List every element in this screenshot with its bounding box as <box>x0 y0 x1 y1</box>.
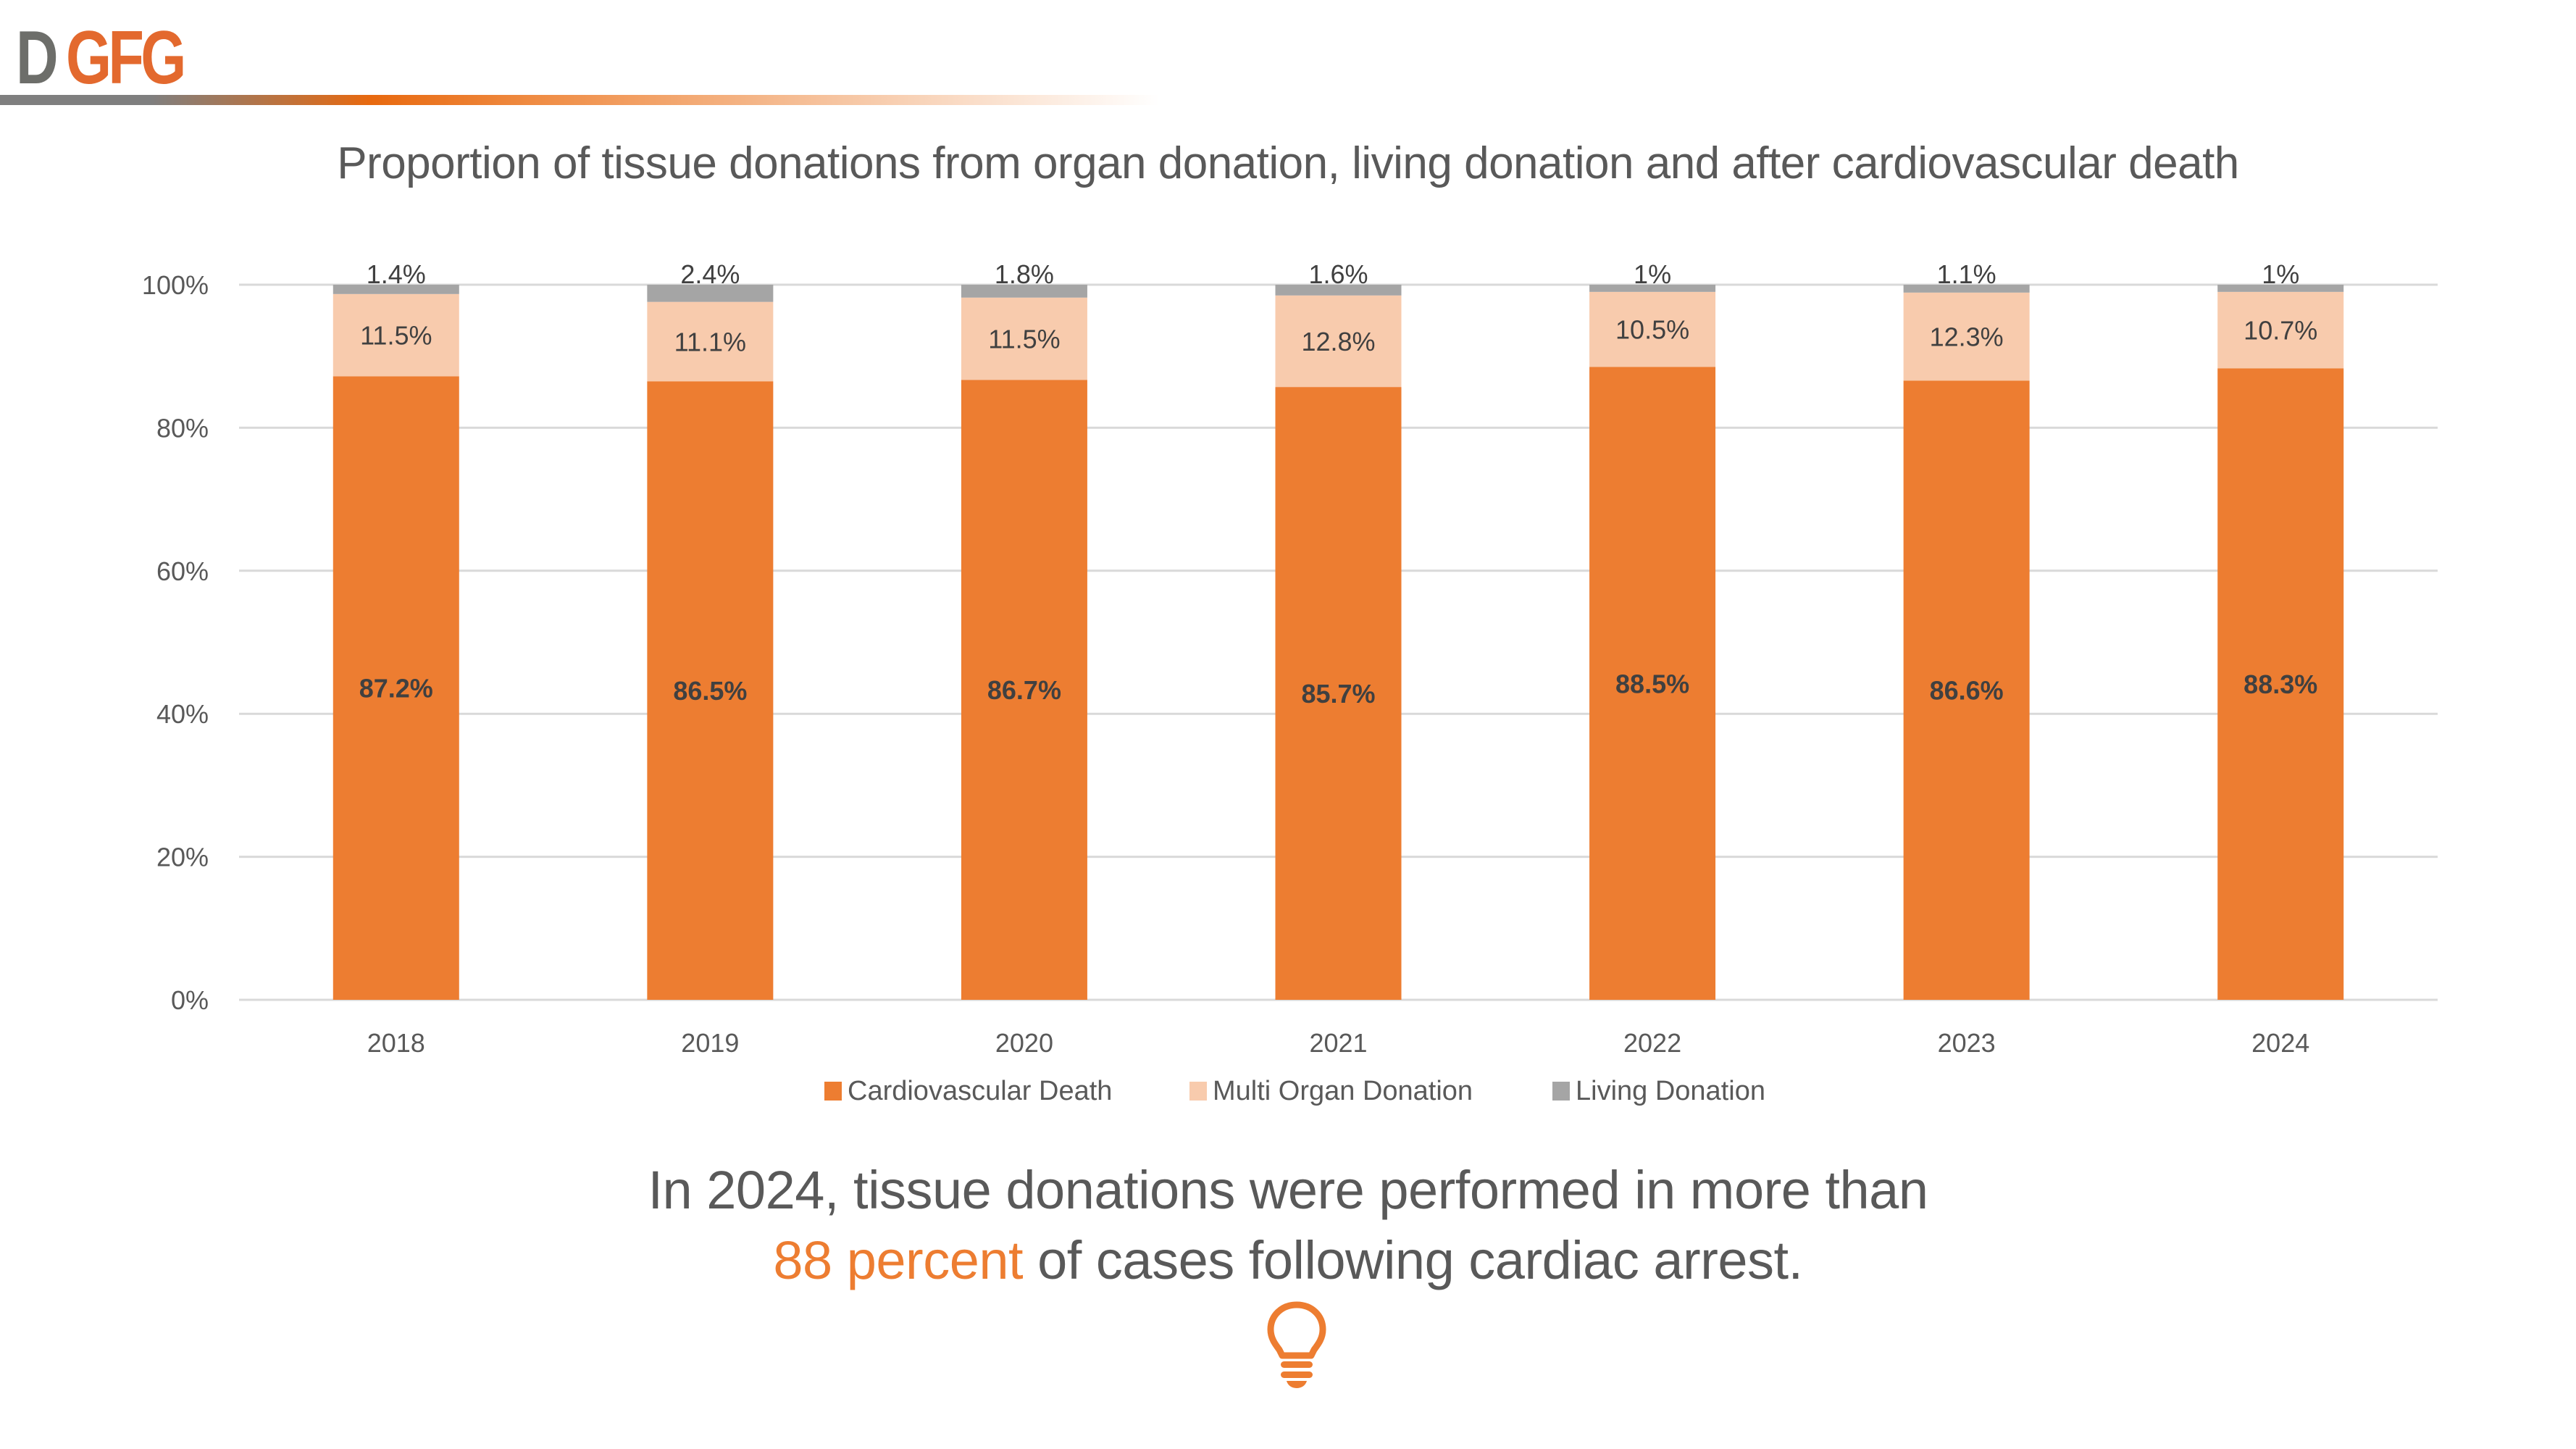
lightbulb-icon <box>1267 1301 1326 1388</box>
x-tick-label: 2023 <box>1938 1028 1996 1058</box>
bar-segment-multi-organ-donation <box>647 301 774 382</box>
data-label: 1.1% <box>1937 259 1996 289</box>
legend-label: Multi Organ Donation <box>1213 1076 1473 1106</box>
data-label: 1.6% <box>1308 259 1368 289</box>
bar-segment-cardiovascular-death <box>1903 380 2030 1000</box>
data-label: 85.7% <box>1301 679 1375 709</box>
bar-segment-cardiovascular-death <box>2217 368 2344 1000</box>
bar-segment-multi-organ-donation <box>333 293 459 377</box>
data-label: 10.7% <box>2243 316 2317 346</box>
bar-segment-multi-organ-donation <box>1275 295 1402 388</box>
data-label: 88.3% <box>2243 669 2317 699</box>
takeaway-line-1: In 2024, tissue donations were performed… <box>648 1160 1929 1220</box>
data-label: 11.5% <box>360 321 432 351</box>
data-label: 1% <box>1634 259 1671 289</box>
data-labels: 87.2% 11.5% 1.4% 86.5% 11.1% 2.4% 86.7% 11.5% 1.… <box>359 259 2318 709</box>
x-axis-tick-labels: 2018 2019 2020 2021 2022 2023 2024 <box>367 1028 2310 1058</box>
dgfg-logo: D GFG <box>16 16 216 100</box>
data-label: 12.3% <box>1930 322 2004 352</box>
data-label: 86.5% <box>673 676 747 706</box>
x-tick-label: 2024 <box>2251 1028 2309 1058</box>
bar-segment-multi-organ-donation <box>2217 291 2344 369</box>
bar-segment-cardiovascular-death <box>647 381 774 1000</box>
bar-segment-living-donation <box>1589 285 1716 292</box>
legend-swatch <box>1189 1082 1207 1101</box>
header-gradient-stripe <box>0 95 1159 105</box>
data-label: 88.5% <box>1615 669 1689 698</box>
data-label: 10.5% <box>1615 315 1689 345</box>
bar-segment-living-donation <box>2217 285 2344 292</box>
stacked-bar-chart: 0% 20% 40% 60% 80% 100% 87.2% 11.5% 1.4% 86.5% 11… <box>142 259 2438 1106</box>
takeaway-highlight: 88 percent <box>773 1230 1024 1290</box>
bar-segment-living-donation <box>647 285 774 302</box>
bar-segment-living-donation <box>1903 285 2030 293</box>
data-label: 12.8% <box>1301 327 1375 356</box>
bar-segment-cardiovascular-death <box>1275 387 1402 1000</box>
x-tick-label: 2021 <box>1309 1028 1367 1058</box>
bar-segment-living-donation <box>1275 285 1402 296</box>
bars <box>333 285 2344 1000</box>
x-tick-label: 2019 <box>681 1028 739 1058</box>
logo-letter-d: D <box>16 16 59 100</box>
data-label: 86.6% <box>1930 676 2004 706</box>
takeaway-rest: of cases following cardiac arrest. <box>1023 1230 1803 1290</box>
bar-segment-multi-organ-donation <box>961 297 1087 380</box>
data-label: 87.2% <box>359 674 433 703</box>
bar-segment-cardiovascular-death <box>1589 367 1716 1000</box>
data-label: 11.5% <box>988 325 1060 354</box>
y-tick-label: 100% <box>142 270 209 300</box>
y-tick-label: 20% <box>156 843 209 872</box>
y-tick-label: 60% <box>156 556 209 586</box>
legend-label: Cardiovascular Death <box>848 1076 1112 1106</box>
bar-segment-cardiovascular-death <box>333 376 459 1000</box>
data-label: 2.4% <box>680 259 740 289</box>
x-tick-label: 2022 <box>1623 1028 1681 1058</box>
chart-title: Proportion of tissue donations from orga… <box>337 138 2239 188</box>
bar-segment-multi-organ-donation <box>1589 291 1716 367</box>
data-label: 1.8% <box>995 259 1054 289</box>
x-tick-label: 2020 <box>995 1028 1053 1058</box>
data-label: 86.7% <box>987 675 1061 705</box>
logo-letters-gfg: GFG <box>66 16 186 100</box>
data-label: 1.4% <box>367 259 426 289</box>
y-tick-label: 0% <box>171 985 209 1015</box>
bar-segment-living-donation <box>333 285 459 294</box>
bar-segment-multi-organ-donation <box>1903 292 2030 381</box>
data-label: 11.1% <box>674 327 746 356</box>
bar-segment-living-donation <box>961 285 1087 298</box>
y-tick-label: 80% <box>156 413 209 443</box>
x-tick-label: 2018 <box>367 1028 425 1058</box>
legend: Cardiovascular Death Multi Organ Donation… <box>824 1076 1765 1106</box>
data-label: 1% <box>2262 259 2299 289</box>
y-axis-tick-labels: 0% 20% 40% 60% 80% 100% <box>142 270 209 1015</box>
y-tick-label: 40% <box>156 699 209 729</box>
legend-label: Living Donation <box>1576 1076 1765 1106</box>
takeaway-line-2: 88 percent of cases following cardiac ar… <box>0 1229 2576 1291</box>
legend-swatch <box>1552 1082 1570 1101</box>
legend-swatch <box>824 1082 842 1101</box>
bar-segment-cardiovascular-death <box>961 380 1087 1000</box>
